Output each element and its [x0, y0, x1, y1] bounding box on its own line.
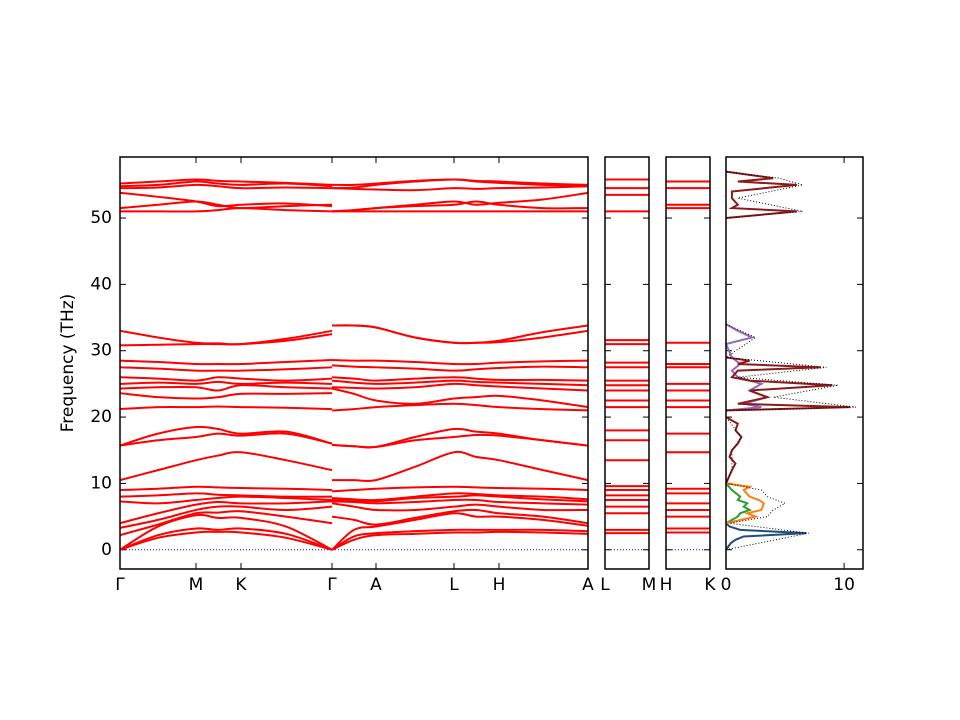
dos-curve [725, 170, 797, 220]
band [331, 492, 589, 502]
band [119, 500, 333, 525]
panel-frame [725, 156, 864, 570]
band [331, 191, 589, 213]
x-tick-label: Γ [115, 575, 125, 595]
x-tick-label: H [660, 575, 673, 595]
dos-curve [725, 416, 743, 484]
band [331, 376, 589, 382]
x-tick-label: A [370, 575, 382, 595]
band [331, 508, 589, 526]
panel-frame [604, 156, 650, 570]
band [331, 379, 589, 387]
band [331, 494, 589, 503]
x-tick-label: H [493, 575, 506, 595]
band [331, 324, 589, 345]
band [119, 392, 333, 400]
y-tick-label: 50 [90, 208, 112, 228]
band [119, 505, 333, 529]
band [119, 380, 333, 385]
x-tick-label: A [582, 575, 594, 595]
band [119, 513, 333, 551]
band [119, 432, 333, 447]
band [119, 492, 333, 498]
y-tick-label: 10 [90, 473, 112, 493]
band [119, 510, 333, 537]
band [119, 425, 333, 447]
panel-frame [119, 156, 589, 570]
x-tick-label: M [642, 575, 657, 595]
band [331, 324, 589, 345]
band [331, 485, 589, 493]
band [119, 359, 333, 366]
y-tick-label: 0 [101, 540, 112, 560]
x-tick-label: K [704, 575, 716, 595]
band [331, 528, 589, 551]
x-tick-label: 10 [833, 575, 855, 595]
band [331, 382, 589, 392]
band [120, 207, 333, 213]
band [119, 527, 333, 551]
band [119, 530, 333, 551]
y-tick-label: 40 [90, 274, 112, 294]
x-tick-label: Γ [327, 575, 337, 595]
band [331, 364, 589, 372]
band [119, 329, 333, 346]
band [331, 498, 589, 506]
x-tick-label: K [235, 575, 247, 595]
band [119, 405, 333, 411]
band [331, 200, 589, 213]
y-tick-label: 20 [90, 407, 112, 427]
band [331, 427, 589, 449]
dos-curve [725, 482, 765, 525]
panel-frame [665, 156, 711, 570]
band [331, 185, 589, 192]
band [332, 450, 589, 483]
band [331, 512, 589, 551]
band [331, 359, 589, 366]
y-tick-label: 30 [90, 341, 112, 361]
x-tick-label: M [189, 575, 204, 595]
band [331, 402, 589, 412]
band [119, 200, 333, 210]
band [331, 502, 589, 512]
x-tick-label: 0 [721, 575, 732, 595]
band [119, 384, 333, 392]
band [119, 178, 333, 186]
band [331, 530, 589, 551]
dos-curve [724, 323, 771, 412]
band [119, 495, 333, 505]
band [331, 178, 589, 186]
band [119, 451, 333, 482]
band [331, 387, 589, 409]
x-tick-label: L [449, 575, 459, 595]
dos-curve [725, 522, 807, 551]
dos-curve [725, 356, 851, 412]
band [119, 485, 333, 492]
dos-curve [725, 482, 753, 525]
band [119, 191, 333, 208]
band [119, 366, 333, 372]
band [119, 183, 333, 190]
y-axis-label: Frequency (THz) [58, 294, 78, 433]
band [119, 376, 333, 382]
x-tick-label: L [600, 575, 610, 595]
